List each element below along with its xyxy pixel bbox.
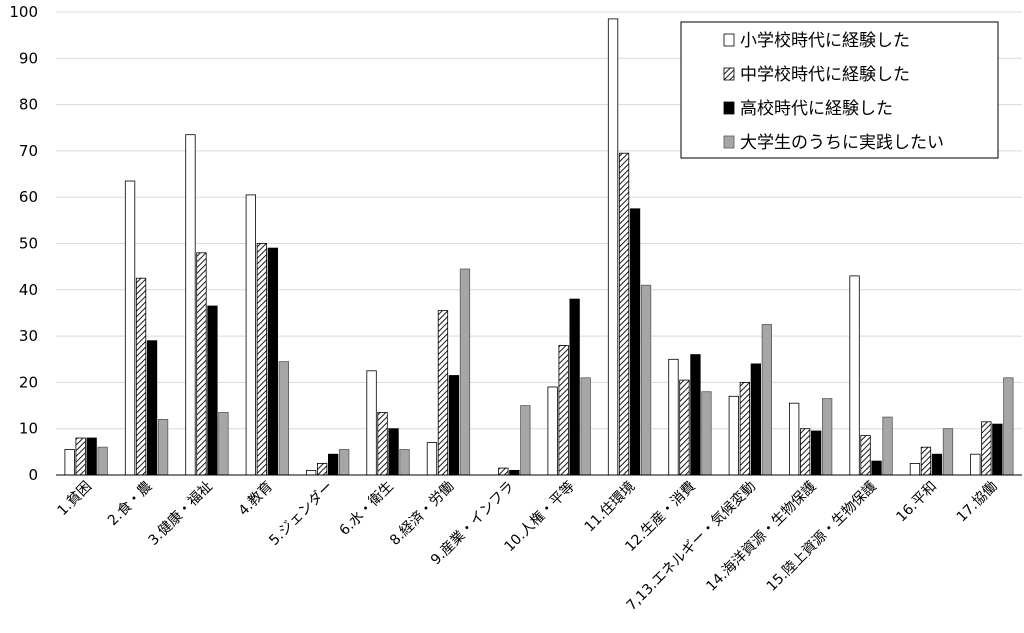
bar-series-3: [871, 460, 882, 476]
bar-series-1: [728, 395, 739, 476]
x-tick-label: 3.健康・福祉: [145, 478, 216, 549]
bar-series-3: [146, 340, 158, 476]
bar-series-3: [448, 375, 460, 476]
bar-series-2: [981, 421, 992, 476]
bar-series-1: [789, 402, 800, 476]
x-tick-label: 15.陸上資源・生物保護: [764, 479, 880, 595]
legend-swatch: [723, 33, 735, 47]
bar-series-3: [86, 437, 97, 476]
bar-series-1: [970, 453, 981, 476]
bar-series-2: [135, 277, 147, 476]
bar-series-2: [920, 446, 932, 476]
bar-series-4: [338, 449, 350, 476]
x-tick-label: 11.住環境: [582, 479, 639, 536]
bar-series-1: [547, 386, 558, 476]
x-tick-label: 17.協働: [954, 479, 1001, 526]
y-tick-label: 70: [19, 142, 38, 160]
y-tick-label: 90: [19, 49, 38, 67]
bar-series-4: [580, 377, 591, 476]
bar-series-4: [942, 428, 954, 476]
bar-series-4: [882, 416, 893, 476]
y-tick-label: 50: [19, 235, 38, 253]
bar-series-2: [800, 428, 811, 476]
bar-series-3: [750, 363, 761, 476]
bar-series-3: [207, 305, 218, 476]
x-tick-label: 4.教育: [236, 479, 277, 520]
bar-series-3: [811, 430, 822, 476]
legend: 小学校時代に経験した中学校時代に経験した高校時代に経験した大学生のうちに実践した…: [680, 21, 999, 159]
legend-label: 大学生のうちに実践したい: [740, 133, 944, 153]
bar-series-1: [366, 370, 377, 476]
y-tick-label: 20: [19, 373, 38, 391]
x-tick-label: 7,13.エネルギー・気候変動: [623, 478, 759, 614]
bar-series-4: [157, 418, 169, 476]
y-tick-label: 0: [28, 466, 38, 484]
legend-swatch: [723, 101, 735, 115]
bar-series-3: [267, 247, 279, 476]
bar-series-2: [679, 379, 690, 476]
bar-series-4: [278, 361, 290, 476]
bar-series-1: [245, 194, 257, 476]
y-tick-label: 40: [19, 281, 38, 299]
bar-series-3: [690, 354, 701, 476]
y-tick-label: 60: [19, 188, 38, 206]
bar-series-4: [520, 405, 531, 476]
bar-series-2: [316, 462, 328, 476]
x-tick-label: 16.平和: [893, 479, 940, 526]
bar-series-2: [196, 252, 207, 476]
bar-series-4: [399, 449, 410, 476]
bar-series-2: [256, 243, 268, 476]
x-tick-label: 1.貧困: [54, 479, 95, 520]
bar-series-3: [509, 469, 520, 476]
legend-label: 小学校時代に経験した: [740, 31, 910, 51]
bar-series-2: [498, 467, 509, 476]
bar-series-1: [607, 18, 619, 476]
bar-series-2: [739, 381, 750, 476]
y-tick-label: 100: [9, 3, 38, 21]
bar-series-1: [64, 449, 75, 476]
bar-series-4: [761, 324, 772, 476]
bar-series-3: [992, 423, 1003, 476]
bar-series-1: [426, 442, 438, 476]
y-tick-label: 10: [19, 420, 38, 438]
legend-swatch: [723, 135, 735, 149]
x-tick-label: 6.水・衛生: [337, 479, 397, 539]
bar-series-4: [822, 398, 833, 476]
bar-series-3: [388, 428, 399, 476]
bar-series-4: [459, 268, 471, 476]
bar-series-2: [558, 344, 569, 476]
bar-series-2: [377, 412, 388, 476]
bar-series-4: [640, 284, 652, 476]
bar-series-4: [97, 446, 108, 476]
bar-series-2: [618, 152, 630, 476]
bar-series-4: [218, 412, 229, 476]
legend-label: 中学校時代に経験した: [740, 65, 910, 85]
bar-series-1: [124, 180, 136, 476]
bar-series-1: [668, 358, 679, 476]
bar-series-3: [569, 298, 580, 476]
bar-series-3: [629, 208, 641, 476]
bar-series-1: [909, 462, 921, 476]
bar-series-2: [437, 310, 449, 476]
bar-series-4: [1003, 377, 1014, 476]
legend-label: 高校時代に経験した: [740, 99, 893, 119]
bar-series-1: [185, 134, 196, 476]
bar-series-1: [849, 275, 860, 476]
bar-series-2: [860, 435, 871, 476]
bar-series-4: [701, 391, 712, 476]
legend-swatch: [723, 67, 735, 81]
x-tick-label: 14.海洋資源・生物保護: [703, 479, 819, 595]
y-tick-label: 30: [19, 327, 38, 345]
bars: [64, 18, 1014, 476]
bar-series-1: [305, 469, 317, 476]
x-axis-labels: 1.貧困 2.食・農3.健康・福祉 4.教育5.ジェンダー 6.水・衛生8.経済・労働…: [54, 478, 1000, 614]
bar-series-2: [75, 437, 86, 476]
x-tick-label: 2.食・農: [104, 478, 155, 529]
y-tick-label: 80: [19, 96, 38, 114]
x-tick-label: 5.ジェンダー: [266, 479, 336, 549]
y-axis-ticks: 0 10 20 30 40 50 60 70 80 90 100: [9, 3, 38, 484]
bar-series-3: [327, 453, 339, 476]
bar-series-3: [931, 453, 943, 476]
